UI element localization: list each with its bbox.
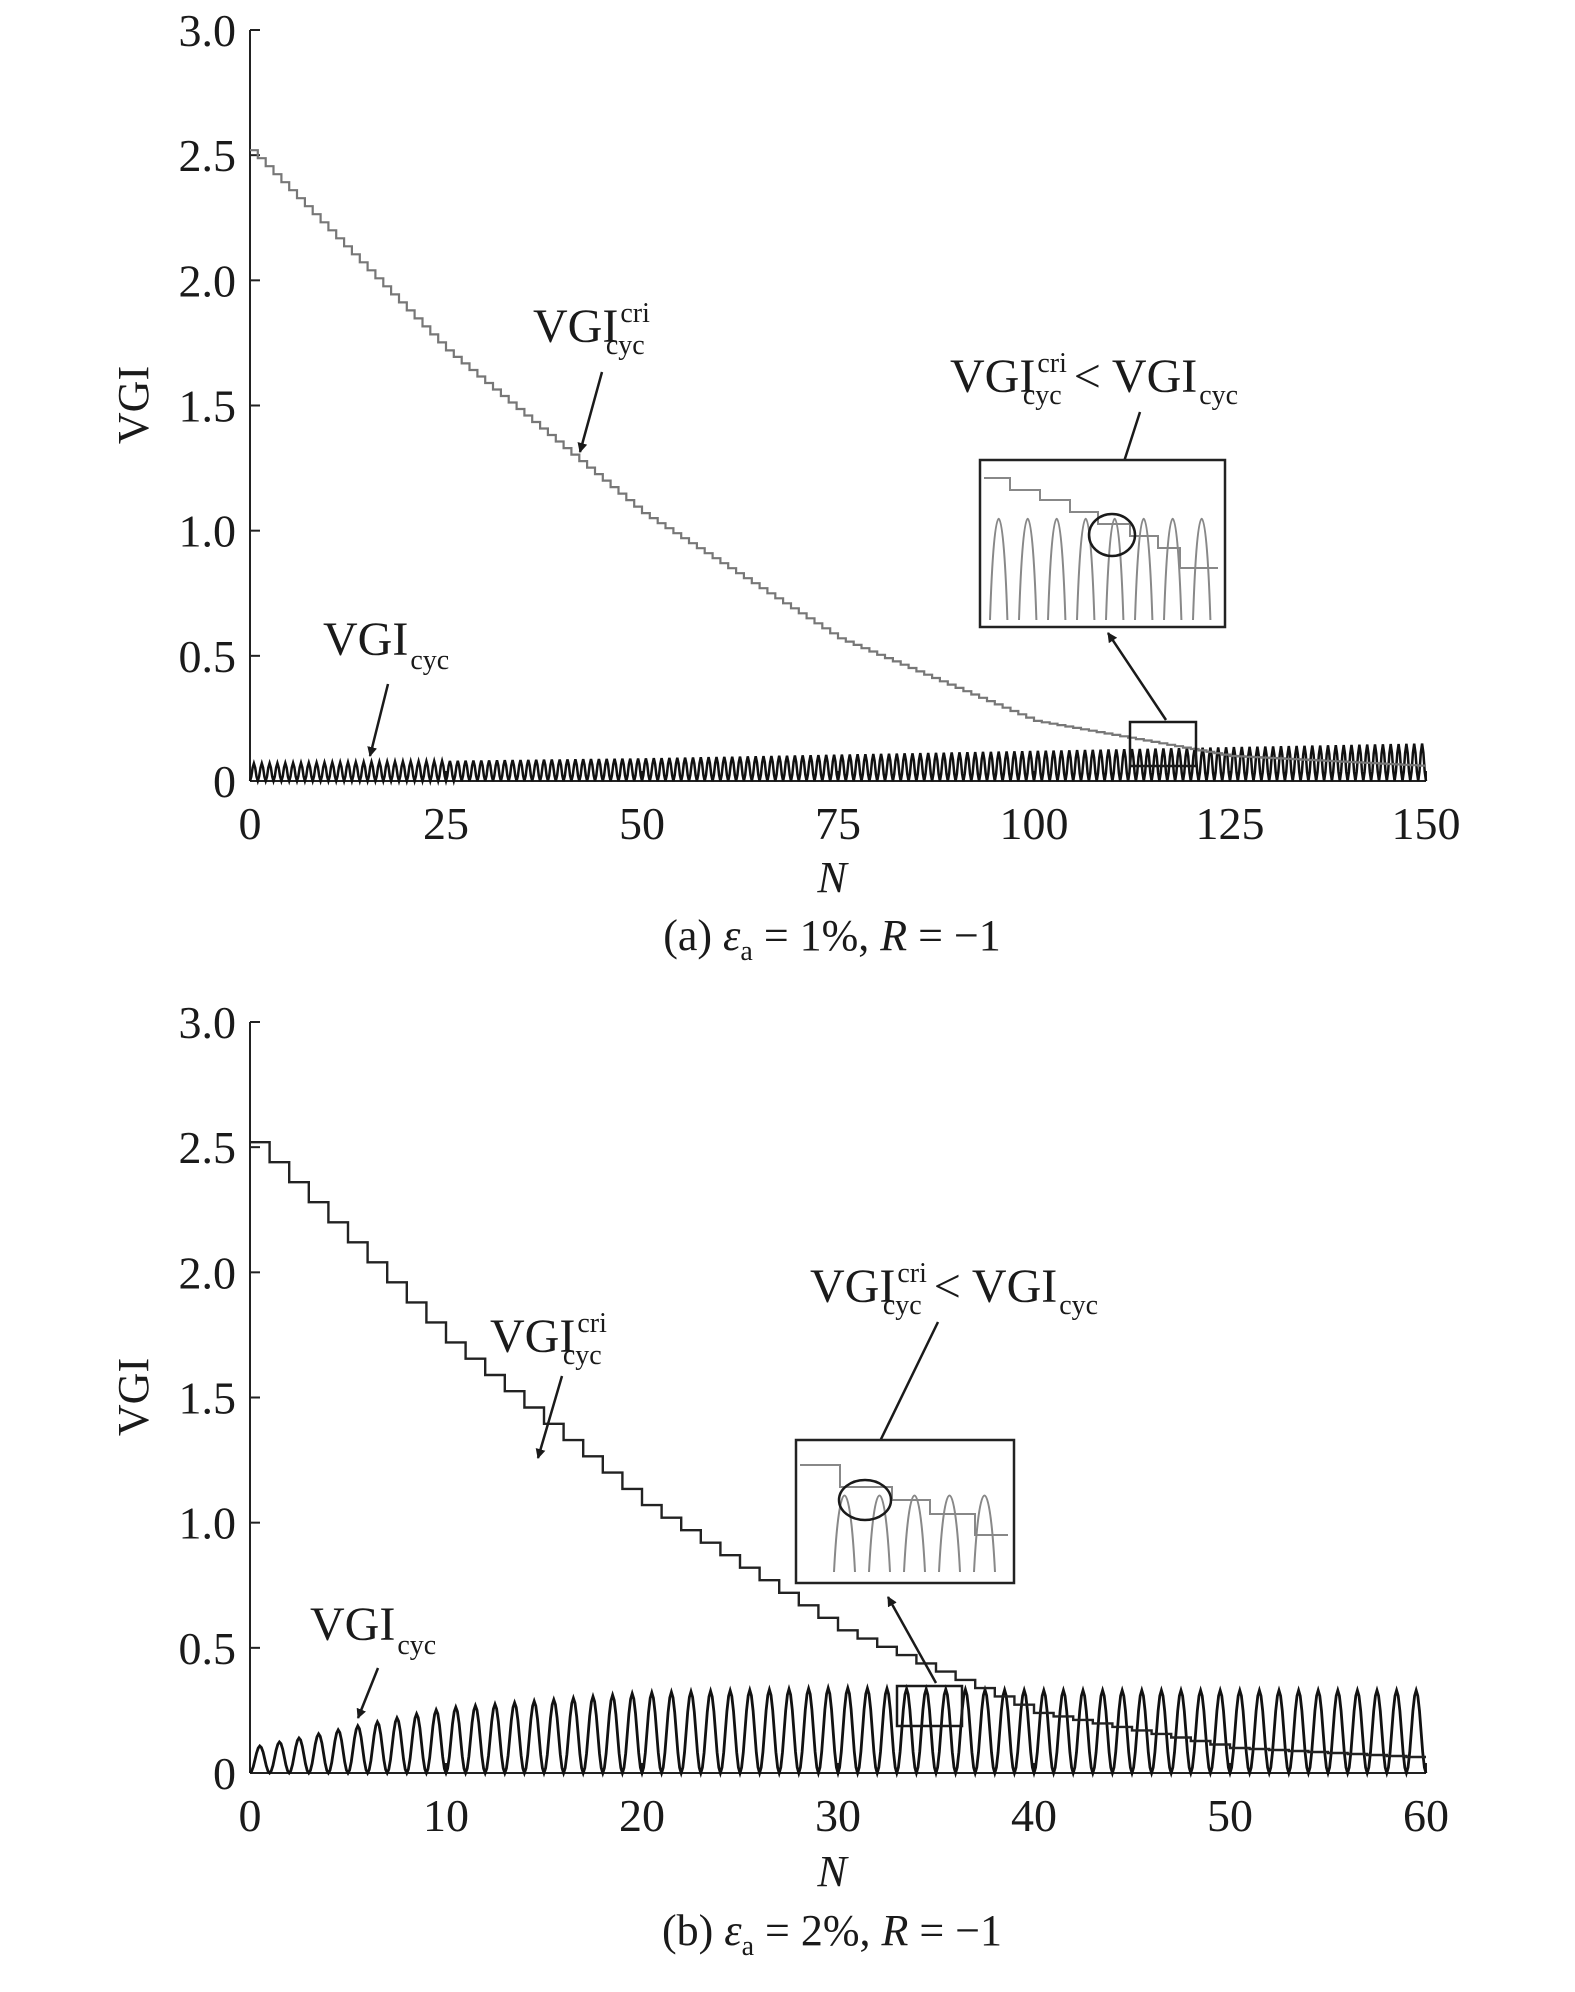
y-tick-label: 1.0 <box>179 1498 237 1549</box>
zoom-region-box-a <box>1128 720 1198 768</box>
series-vgi-cyc-line-a <box>248 743 1428 786</box>
series-vgi-cri-line-a <box>250 149 1426 767</box>
arrow-vgi-cri-b <box>535 1375 564 1459</box>
arrow-zoom-a <box>1106 632 1168 721</box>
arrow-vgi-cyc-a <box>367 683 390 757</box>
y-tick-label: 0.5 <box>179 631 237 682</box>
x-tick-label: 75 <box>815 798 861 849</box>
inset-highlight-circle-b <box>837 1478 893 1522</box>
y-tick-label: 0 <box>213 1748 236 1799</box>
y-tick-label: 2.5 <box>179 1122 237 1173</box>
x-tick-label: 25 <box>423 798 469 849</box>
x-tick-label: 150 <box>1392 798 1461 849</box>
y-tick-label: 2.0 <box>179 255 237 306</box>
y-axis-label-b: VGI <box>109 1358 158 1436</box>
y-tick-label: 0.5 <box>179 1623 237 1674</box>
x-tick-label: 40 <box>1011 1790 1057 1841</box>
y-tick-label: 2.5 <box>179 130 237 181</box>
caption-a: (a) εa = 1%, R = −1 <box>663 911 1001 967</box>
x-tick-label: 50 <box>1207 1790 1253 1841</box>
y-tick-label: 3.0 <box>179 997 237 1048</box>
chart-panel-b: 0 0.5 1.0 1.5 2.0 2.5 3.0 0 10 20 30 40 50 60 VGI N V… <box>109 997 1449 1962</box>
arrow-zoom-b <box>886 1596 938 1684</box>
series-vgi-cri-line-b <box>250 1141 1426 1759</box>
y-axis-label-a: VGI <box>109 366 158 444</box>
x-axis-label-a: N <box>816 853 849 902</box>
y-tick-label: 1.0 <box>179 506 237 557</box>
y-tick-label: 3.0 <box>179 5 237 56</box>
caption-b: (b) εa = 2%, R = −1 <box>662 1906 1002 1962</box>
x-tick-label: 30 <box>815 1790 861 1841</box>
x-tick-label: 60 <box>1403 1790 1449 1841</box>
y-tick-label: 1.5 <box>179 381 237 432</box>
inset-zoom-a <box>978 458 1227 629</box>
inset-zoom-b <box>794 1438 1016 1585</box>
x-tick-label: 20 <box>619 1790 665 1841</box>
inset-highlight-circle-a <box>1087 512 1137 558</box>
ticks-a: 0 0.5 1.0 1.5 2.0 2.5 3.0 0 25 50 75 100 125 150 <box>179 5 1461 849</box>
x-tick-label: 50 <box>619 798 665 849</box>
y-tick-label: 0 <box>213 756 236 807</box>
x-tick-label: 10 <box>423 1790 469 1841</box>
x-tick-label: 0 <box>239 798 262 849</box>
series-label-vgi-cyc-b: VGIcyc <box>310 1598 436 1661</box>
zoom-region-box-b <box>895 1684 964 1728</box>
series-vgi-cyc-line-b <box>248 1682 1428 1779</box>
y-tick-label: 1.5 <box>179 1373 237 1424</box>
annotation-crossing-a: VGIcri cyc < VGIcyc <box>950 348 1238 411</box>
chart-panel-a: 00.51.01.52.02.53.00 25 50 75 100 125 150 VGI … <box>109 5 1461 967</box>
arrow-vgi-cyc-b <box>356 1667 380 1719</box>
x-tick-label: 125 <box>1196 798 1265 849</box>
arrow-vgi-cri-a <box>577 371 604 453</box>
x-tick-label: 0 <box>239 1790 262 1841</box>
series-label-vgi-cri-a: VGIcri cyc <box>533 298 650 361</box>
annotation-crossing-b: VGIcri cyc < VGIcyc <box>810 1258 1098 1321</box>
series-label-vgi-cyc-a: VGIcyc <box>323 613 449 676</box>
ticks-b: 0 0.5 1.0 1.5 2.0 2.5 3.0 0 10 20 30 40 50 60 <box>179 997 1450 1841</box>
x-tick-label: 100 <box>1000 798 1069 849</box>
x-axis-label-b: N <box>816 1847 849 1896</box>
series-label-vgi-cri-b: VGIcri cyc <box>490 1308 607 1371</box>
y-tick-label: 2.0 <box>179 1247 237 1298</box>
